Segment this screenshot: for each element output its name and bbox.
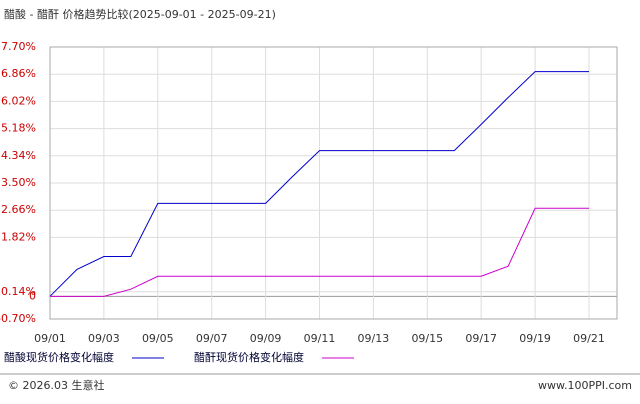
footer-left: © 2026.03 生意社 <box>8 378 104 392</box>
x-tick-label: 09/09 <box>250 332 282 345</box>
legend-label: 醋酸现货价格变化幅度 <box>4 350 114 364</box>
footer-right: www.100PPI.com <box>538 379 632 392</box>
series-line <box>50 207 589 297</box>
x-tick-label: 09/11 <box>304 332 336 345</box>
x-tick-label: 09/01 <box>34 332 66 345</box>
x-tick-label: 09/19 <box>519 332 551 345</box>
y-tick-label: 0.14% <box>1 285 36 298</box>
x-tick-label: 09/17 <box>465 332 497 345</box>
x-tick-label: 09/03 <box>88 332 120 345</box>
y-tick-label: 6.02% <box>1 94 36 107</box>
y-tick-label: -0.70% <box>0 312 36 325</box>
plot-border <box>49 46 618 320</box>
y-tick-label: 7.70% <box>1 40 36 53</box>
legend-label: 醋酐现货价格变化幅度 <box>194 350 304 364</box>
y-tick-label: 5.18% <box>1 122 36 135</box>
y-tick-label: 2.66% <box>1 203 36 216</box>
x-tick-label: 09/15 <box>411 332 443 345</box>
x-tick-label: 09/21 <box>573 332 605 345</box>
series-line <box>49 71 589 297</box>
y-tick-label: 1.82% <box>1 230 36 243</box>
y-tick-label: 6.86% <box>1 67 36 80</box>
y-tick-label: 4.34% <box>1 149 36 162</box>
x-tick-label: 09/13 <box>358 332 390 345</box>
y-tick-label: 0 <box>29 289 36 302</box>
chart-title: 醋酸 - 醋酐 价格趋势比较(2025-09-01 - 2025-09-21) <box>4 7 276 21</box>
x-tick-label: 09/07 <box>196 332 228 345</box>
x-tick-label: 09/05 <box>142 332 174 345</box>
y-tick-label: 3.50% <box>1 176 36 189</box>
